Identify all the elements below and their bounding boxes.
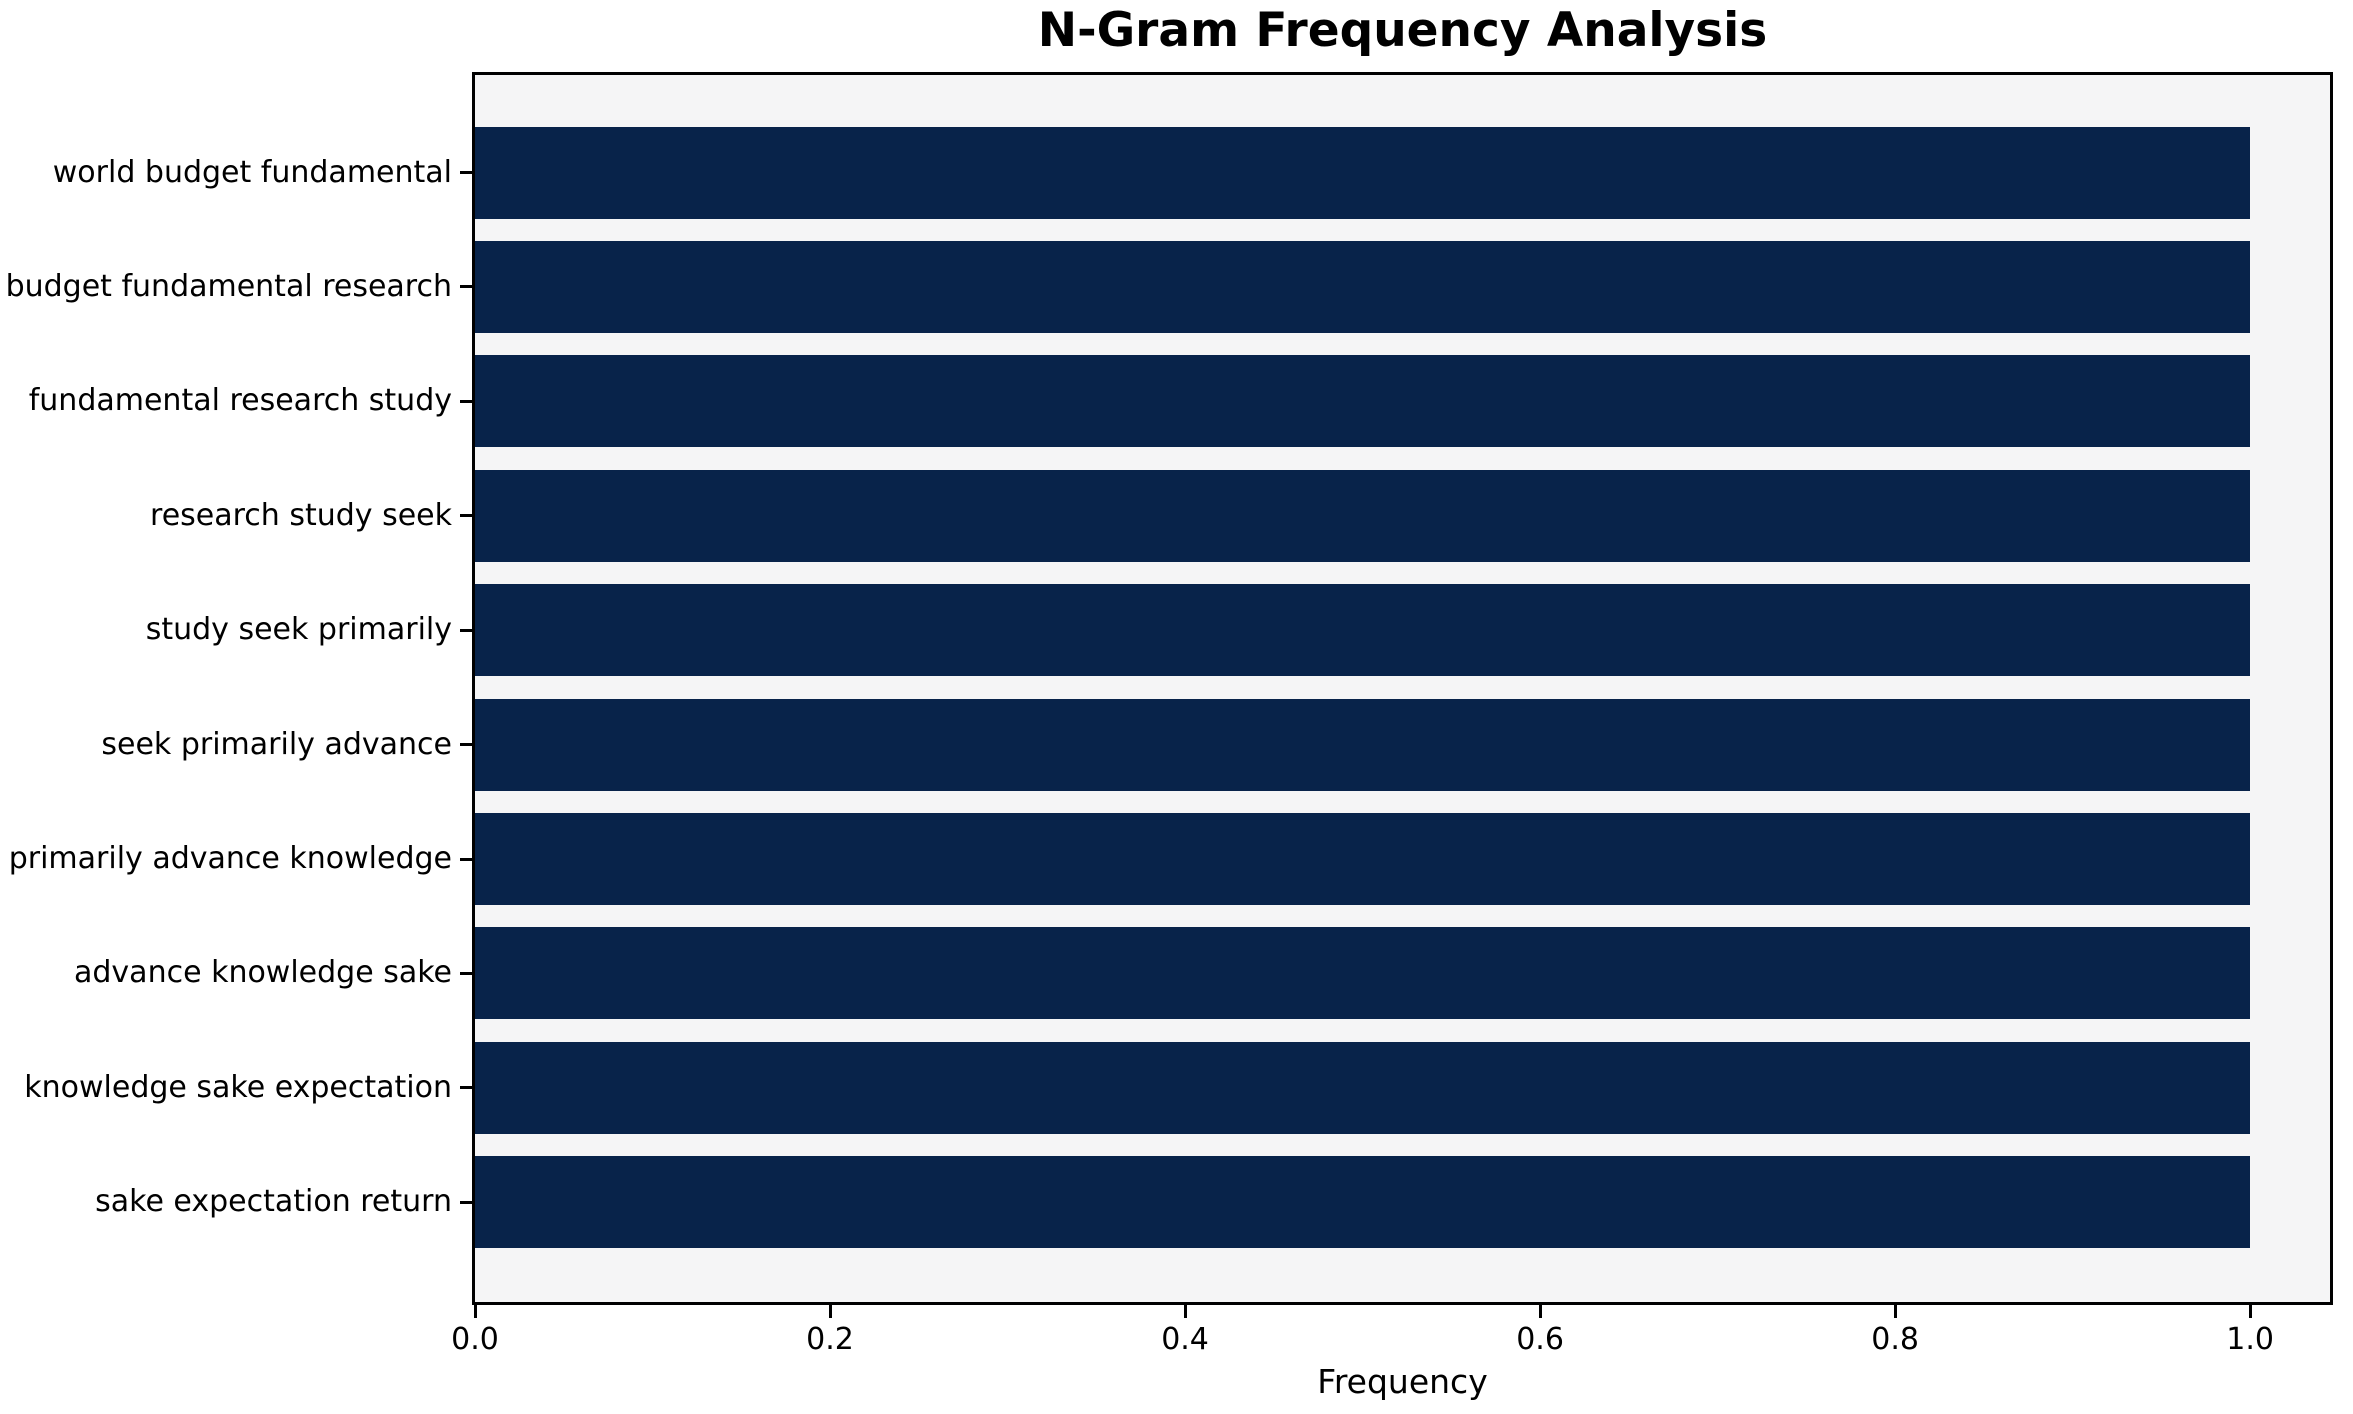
y-tick-mark bbox=[460, 857, 472, 861]
bar bbox=[475, 355, 2251, 448]
x-tick-label: 0.8 bbox=[1871, 1322, 1919, 1357]
x-tick-label: 0.0 bbox=[451, 1322, 499, 1357]
y-tick-mark bbox=[460, 285, 472, 289]
bar bbox=[475, 927, 2251, 1020]
plot-area bbox=[472, 72, 2333, 1305]
x-axis-label: Frequency bbox=[1317, 1362, 1488, 1401]
y-tick-mark bbox=[460, 399, 472, 403]
bar bbox=[475, 698, 2251, 791]
y-tick-mark bbox=[460, 971, 472, 975]
y-tick-mark bbox=[460, 1086, 472, 1090]
x-tick-mark bbox=[1893, 1305, 1897, 1318]
y-tick-mark bbox=[460, 171, 472, 174]
y-tick-label: fundamental research study bbox=[28, 383, 452, 419]
chart-title: N-Gram Frequency Analysis bbox=[1037, 3, 1768, 58]
x-tick-mark bbox=[1538, 1305, 1542, 1318]
x-tick-mark bbox=[2248, 1305, 2252, 1318]
y-tick-label: primarily advance knowledge bbox=[8, 841, 452, 877]
y-tick-mark bbox=[460, 628, 472, 632]
x-tick-mark bbox=[828, 1305, 832, 1318]
x-tick-mark bbox=[1183, 1305, 1187, 1318]
y-tick-label: study seek primarily bbox=[145, 612, 452, 648]
bar bbox=[475, 469, 2251, 562]
y-tick-label: seek primarily advance bbox=[101, 726, 452, 762]
x-tick-label: 0.2 bbox=[806, 1322, 854, 1357]
y-tick-mark bbox=[460, 514, 472, 518]
y-tick-mark bbox=[460, 743, 472, 747]
bar bbox=[475, 1156, 2251, 1249]
x-tick-label: 1.0 bbox=[2226, 1322, 2274, 1357]
y-tick-mark bbox=[460, 1200, 472, 1204]
y-tick-label: sake expectation return bbox=[95, 1184, 452, 1220]
y-tick-label: advance knowledge sake bbox=[74, 955, 452, 991]
bar bbox=[475, 126, 2251, 219]
bar bbox=[475, 584, 2251, 677]
x-tick-label: 0.4 bbox=[1161, 1322, 1209, 1357]
x-tick-mark bbox=[473, 1305, 477, 1318]
y-tick-label: budget fundamental research bbox=[5, 268, 452, 304]
y-tick-label: knowledge sake expectation bbox=[24, 1069, 452, 1105]
y-tick-label: world budget fundamental bbox=[52, 154, 452, 190]
y-tick-label: research study seek bbox=[150, 497, 452, 533]
bar bbox=[475, 813, 2251, 906]
bar bbox=[475, 240, 2251, 333]
bar bbox=[475, 1041, 2251, 1134]
x-tick-label: 0.6 bbox=[1516, 1322, 1564, 1357]
